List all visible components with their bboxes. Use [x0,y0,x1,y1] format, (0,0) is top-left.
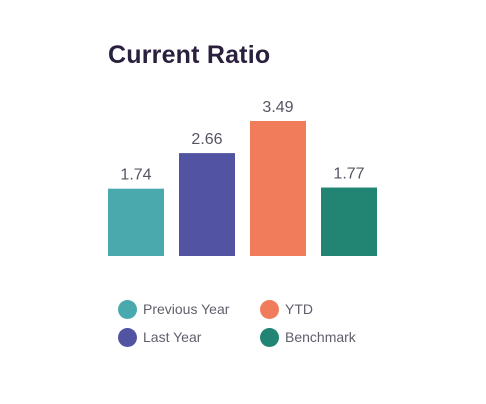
legend-item-previous-year: Previous Year [118,298,229,320]
legend-item-benchmark: Benchmark [260,326,356,348]
legend-label-ytd: YTD [285,301,313,317]
value-label-previous-year: 1.74 [120,167,151,184]
chart-title: Current Ratio [108,41,271,69]
bar-ytd [250,121,306,256]
legend-swatch-benchmark [260,327,279,347]
bar-chart: 1.74 2.66 3.49 1.77 [108,99,377,256]
value-label-ytd: 3.49 [262,99,293,116]
legend-label-benchmark: Benchmark [285,329,356,345]
legend-label-last-year: Last Year [143,329,202,345]
value-label-last-year: 2.66 [191,131,222,148]
value-label-benchmark: 1.77 [333,166,364,183]
legend-swatch-ytd [260,299,279,319]
bar-last-year [179,153,235,256]
legend-item-last-year: Last Year [118,326,201,348]
bar-benchmark [321,187,377,256]
legend-item-ytd: YTD [260,298,313,320]
legend-swatch-previous-year [118,299,137,319]
legend-label-previous-year: Previous Year [143,301,230,317]
bar-previous-year [108,188,164,256]
legend-swatch-last-year [118,327,137,347]
